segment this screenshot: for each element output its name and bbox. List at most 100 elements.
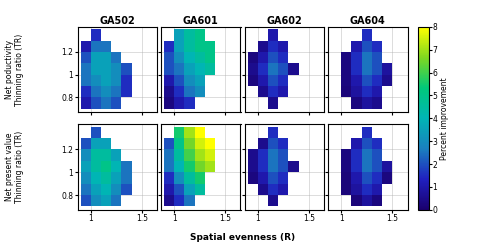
Bar	[122, 161, 132, 172]
Bar	[111, 52, 122, 63]
Bar	[352, 195, 362, 206]
Bar	[268, 41, 278, 52]
Bar	[80, 172, 91, 184]
Bar	[122, 75, 132, 86]
Bar	[184, 86, 194, 97]
Bar	[248, 172, 258, 184]
Bar	[184, 63, 194, 75]
Bar	[372, 184, 382, 195]
Bar	[174, 75, 184, 86]
Bar	[174, 184, 184, 195]
Bar	[91, 150, 101, 161]
Bar	[341, 52, 351, 63]
Bar	[164, 75, 174, 86]
Bar	[382, 75, 392, 86]
Bar	[278, 150, 288, 161]
Bar	[248, 63, 258, 75]
Bar	[91, 138, 101, 150]
Bar	[258, 41, 268, 52]
Bar	[248, 161, 258, 172]
Bar	[288, 63, 298, 75]
Bar	[91, 172, 101, 184]
Bar	[184, 172, 194, 184]
Bar	[194, 184, 205, 195]
Bar	[258, 184, 268, 195]
Bar	[372, 195, 382, 206]
Bar	[194, 127, 205, 138]
Bar	[194, 150, 205, 161]
Bar	[80, 52, 91, 63]
Bar	[91, 52, 101, 63]
Bar	[278, 63, 288, 75]
Bar	[111, 63, 122, 75]
Bar	[258, 150, 268, 161]
Bar	[258, 138, 268, 150]
Bar	[194, 29, 205, 41]
Bar	[101, 63, 111, 75]
Title: GA602: GA602	[266, 16, 302, 26]
Bar	[341, 75, 351, 86]
Bar	[111, 172, 122, 184]
Bar	[352, 86, 362, 97]
Bar	[268, 195, 278, 206]
Bar	[184, 41, 194, 52]
Bar	[352, 97, 362, 109]
Bar	[341, 150, 351, 161]
Bar	[111, 161, 122, 172]
Bar	[362, 86, 372, 97]
Bar	[352, 172, 362, 184]
Bar	[174, 63, 184, 75]
Bar	[184, 161, 194, 172]
Bar	[101, 195, 111, 206]
Bar	[352, 75, 362, 86]
Bar	[278, 86, 288, 97]
Bar	[174, 29, 184, 41]
Bar	[268, 150, 278, 161]
Bar	[268, 63, 278, 75]
Bar	[288, 161, 298, 172]
Bar	[372, 41, 382, 52]
Bar	[278, 52, 288, 63]
Bar	[101, 172, 111, 184]
Bar	[278, 75, 288, 86]
Bar	[258, 172, 268, 184]
Bar	[174, 150, 184, 161]
Bar	[194, 161, 205, 172]
Bar	[111, 184, 122, 195]
Bar	[372, 63, 382, 75]
Bar	[111, 150, 122, 161]
Bar	[80, 86, 91, 97]
Bar	[362, 138, 372, 150]
Title: GA601: GA601	[183, 16, 218, 26]
Bar	[205, 150, 215, 161]
Bar	[174, 41, 184, 52]
Bar	[91, 86, 101, 97]
Bar	[278, 138, 288, 150]
Bar	[352, 52, 362, 63]
Bar	[91, 161, 101, 172]
Bar	[122, 63, 132, 75]
Bar	[362, 195, 372, 206]
Bar	[80, 195, 91, 206]
Bar	[184, 127, 194, 138]
Bar	[268, 127, 278, 138]
Bar	[194, 63, 205, 75]
Bar	[382, 172, 392, 184]
Bar	[205, 138, 215, 150]
Bar	[372, 161, 382, 172]
Bar	[258, 86, 268, 97]
Bar	[80, 41, 91, 52]
Bar	[341, 184, 351, 195]
Bar	[80, 63, 91, 75]
Bar	[122, 86, 132, 97]
Bar	[372, 86, 382, 97]
Bar	[352, 138, 362, 150]
Bar	[362, 184, 372, 195]
Bar	[382, 161, 392, 172]
Bar	[174, 86, 184, 97]
Bar	[372, 97, 382, 109]
Bar	[258, 63, 268, 75]
Bar	[268, 172, 278, 184]
Bar	[111, 86, 122, 97]
Bar	[184, 97, 194, 109]
